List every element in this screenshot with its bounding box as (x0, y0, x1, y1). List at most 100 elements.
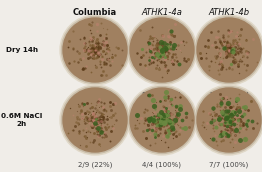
Point (165, 54, 169, 57)
Point (222, 121, 226, 123)
Point (228, 126, 232, 129)
Point (160, 53, 164, 56)
Point (93, 122, 97, 125)
Point (159, 49, 163, 51)
Point (91, 52, 96, 55)
Point (149, 59, 153, 62)
Point (87, 39, 91, 42)
Point (104, 32, 108, 35)
Point (241, 55, 245, 57)
Point (220, 123, 225, 126)
Point (179, 118, 184, 121)
Point (80, 103, 84, 106)
Point (97, 134, 101, 137)
Point (157, 118, 161, 120)
Point (159, 139, 163, 141)
Point (111, 127, 115, 130)
Point (157, 121, 162, 123)
Point (227, 49, 231, 51)
Point (222, 39, 226, 41)
Point (101, 120, 106, 123)
Point (86, 112, 90, 115)
Point (183, 126, 187, 129)
Point (154, 127, 158, 130)
Point (100, 43, 104, 45)
Point (67, 62, 71, 64)
Point (177, 62, 181, 65)
Point (166, 58, 170, 61)
Point (219, 100, 223, 103)
Point (228, 118, 232, 120)
Point (224, 44, 228, 47)
Point (102, 61, 106, 63)
Point (233, 133, 238, 136)
Point (94, 121, 99, 124)
Point (174, 135, 178, 138)
Point (93, 46, 97, 49)
Point (229, 124, 233, 127)
Point (92, 138, 96, 141)
Point (160, 47, 165, 50)
Point (215, 118, 220, 120)
Point (244, 119, 249, 122)
Point (241, 107, 245, 110)
Point (99, 100, 103, 103)
Point (94, 48, 98, 51)
Point (238, 139, 243, 142)
Point (89, 120, 94, 122)
Point (94, 118, 98, 121)
Point (85, 102, 89, 105)
Point (134, 118, 139, 121)
Point (211, 137, 215, 140)
Point (250, 127, 255, 129)
Point (246, 108, 250, 111)
Point (140, 48, 144, 50)
Point (226, 104, 230, 106)
Point (226, 43, 230, 46)
Point (87, 41, 91, 44)
Point (92, 118, 96, 121)
Point (227, 31, 232, 33)
Point (154, 66, 158, 69)
Point (228, 50, 233, 52)
Point (212, 119, 217, 122)
Point (231, 146, 235, 148)
Point (97, 118, 101, 121)
Point (233, 129, 238, 132)
Point (98, 46, 102, 49)
Point (94, 49, 98, 52)
Point (225, 123, 229, 126)
Point (159, 50, 163, 53)
Point (97, 53, 101, 56)
Point (225, 125, 229, 127)
Point (163, 133, 167, 136)
Point (90, 49, 95, 52)
Point (223, 54, 227, 57)
Point (87, 23, 91, 25)
Circle shape (197, 88, 261, 152)
Point (159, 122, 163, 125)
Point (202, 126, 206, 128)
Point (211, 127, 215, 130)
Point (113, 54, 117, 56)
Point (94, 65, 98, 68)
Point (91, 38, 96, 40)
Point (160, 50, 164, 52)
Point (159, 119, 163, 121)
Point (163, 66, 167, 69)
Point (225, 116, 229, 119)
Point (229, 50, 233, 52)
Point (159, 56, 163, 59)
Point (161, 121, 166, 124)
Point (93, 49, 97, 52)
Point (167, 132, 172, 134)
Point (159, 114, 163, 116)
Point (157, 58, 161, 60)
Point (101, 118, 106, 121)
Point (148, 116, 152, 119)
Point (163, 115, 167, 118)
Point (147, 62, 151, 65)
Point (93, 119, 97, 121)
Point (229, 114, 233, 116)
Point (143, 64, 148, 67)
